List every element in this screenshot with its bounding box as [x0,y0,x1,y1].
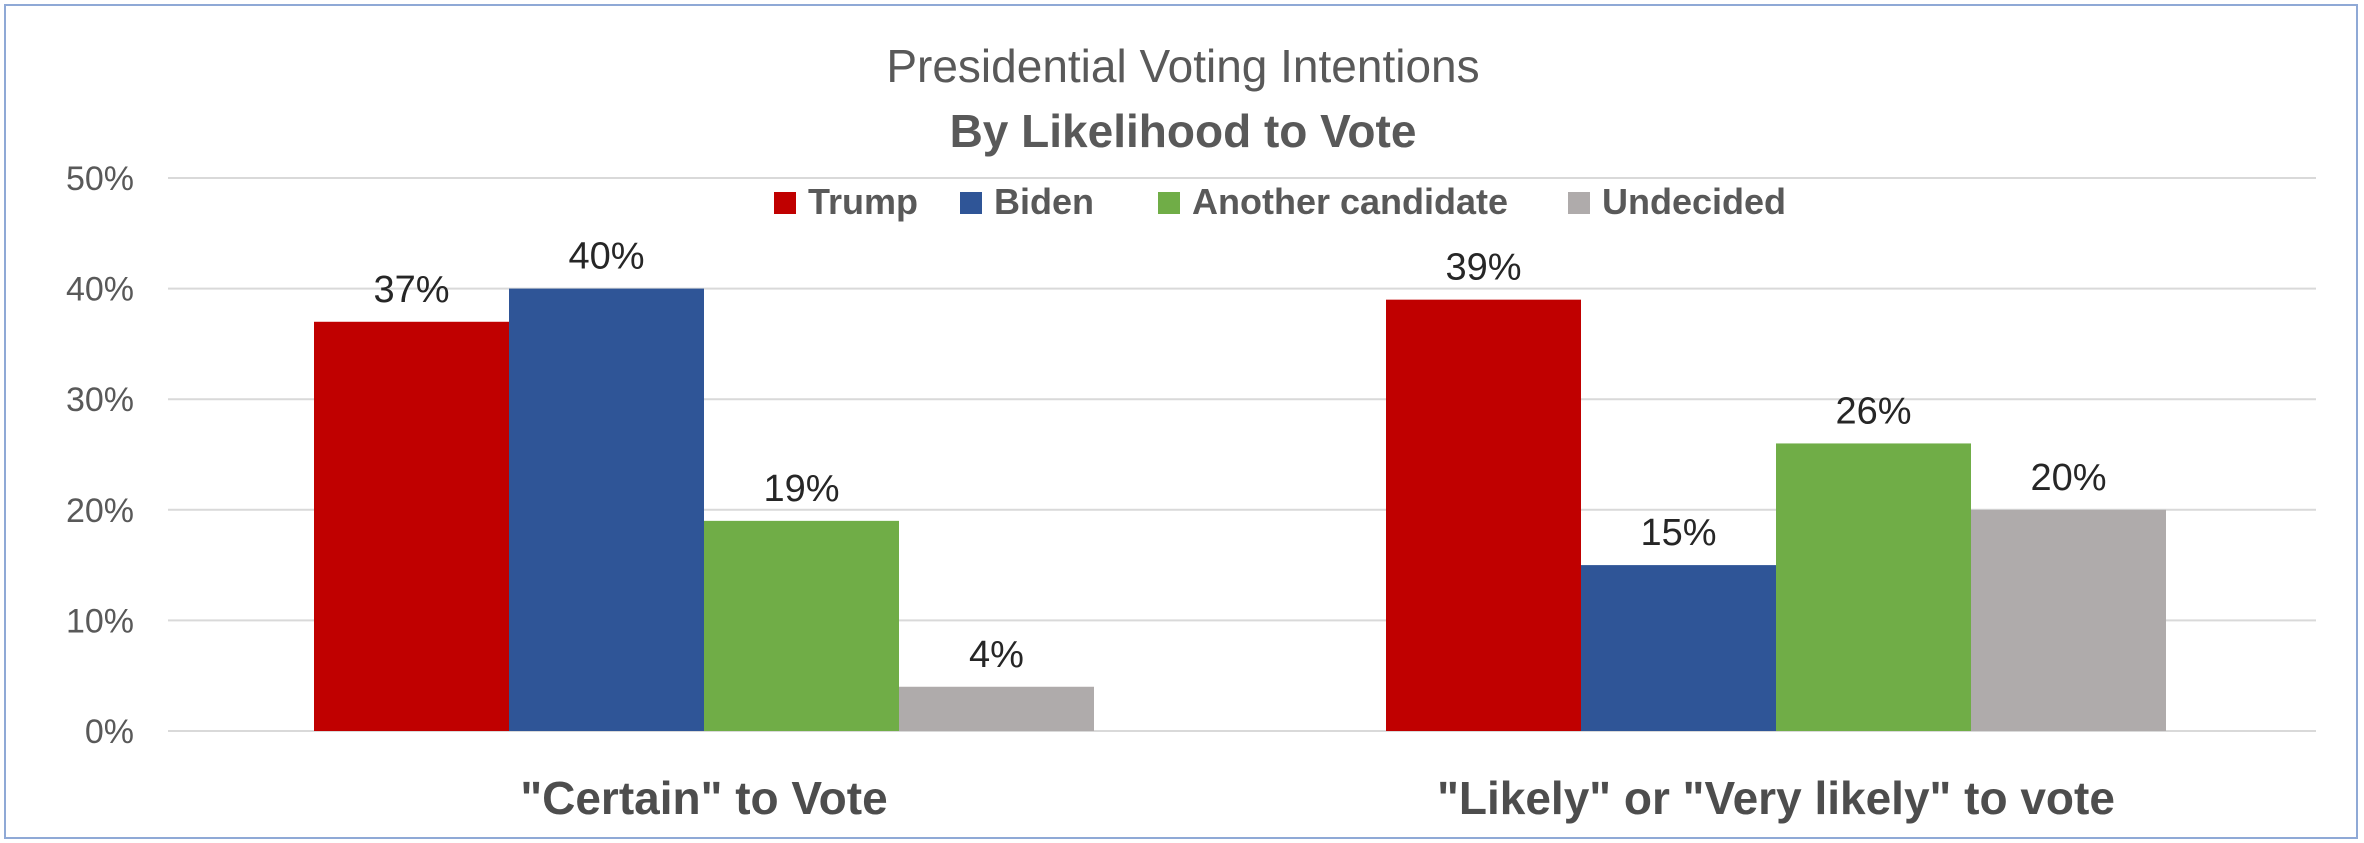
data-label: 26% [1835,390,1911,432]
legend-label: Undecided [1602,181,1786,222]
data-label: 15% [1640,512,1716,554]
bar [314,321,509,731]
bars [314,288,2166,731]
bar [1971,509,2166,731]
data-label: 20% [2030,457,2106,499]
bar [1581,565,1776,731]
bar [1386,299,1581,731]
data-label: 19% [763,468,839,510]
bar [704,520,899,731]
chart-title: Presidential Voting Intentions [886,40,1479,92]
legend-swatch [1158,192,1180,214]
data-label: 4% [969,634,1024,676]
legend-label: Trump [808,181,918,222]
chart-subtitle: By Likelihood to Vote [950,105,1417,157]
bar [1776,443,1971,731]
legend-label: Biden [994,181,1094,222]
category-label: "Certain" to Vote [520,772,887,824]
legend-swatch [1568,192,1590,214]
legend-swatch [960,192,982,214]
data-labels: 37% 40% 19% 4% 39% 15% 26% 20% [373,236,2106,676]
bar-chart: Presidential Voting Intentions By Likeli… [66,40,2316,824]
y-tick-label: 0% [85,713,134,751]
data-label: 40% [568,236,644,278]
y-tick-label: 50% [66,160,134,198]
legend-label: Another candidate [1192,181,1508,222]
bar [899,686,1094,731]
chart-frame: Presidential Voting Intentions By Likeli… [4,4,2358,839]
gridlines: 0% 10% 20% 30% 40% 50% [66,160,2316,751]
data-label: 39% [1445,247,1521,289]
legend-swatch [774,192,796,214]
y-tick-label: 30% [66,381,134,419]
y-tick-label: 20% [66,492,134,530]
category-label: "Likely" or "Very likely" to vote [1437,772,2115,824]
data-label: 37% [373,269,449,311]
y-tick-label: 40% [66,271,134,309]
bar [509,288,704,731]
y-tick-label: 10% [66,602,134,640]
legend: Trump Biden Another candidate Undecided [774,181,1786,222]
category-labels: "Certain" to Vote "Likely" or "Very likel… [520,772,2115,824]
